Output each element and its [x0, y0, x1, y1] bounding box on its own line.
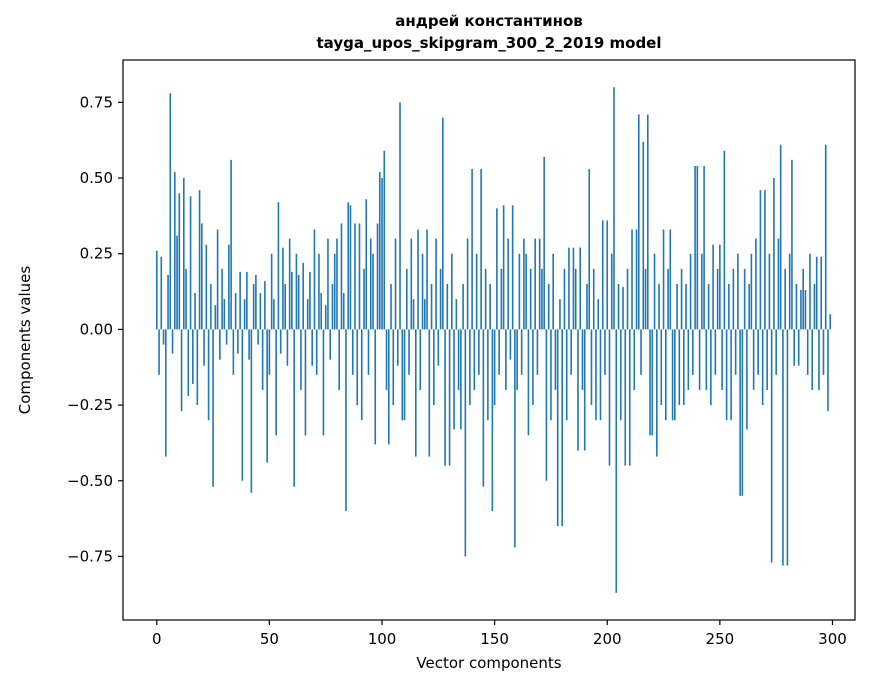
- plot-area-border: [122, 59, 856, 621]
- x-tick-label: 100: [368, 630, 397, 648]
- y-tick-label: −0.75: [67, 547, 113, 565]
- y-tick-label: 0.25: [80, 245, 113, 263]
- x-tick-label: 50: [260, 630, 279, 648]
- y-ticks-group: 0.75 0.50 0.25 0.00 −0.25 −0.50 −0.75: [67, 93, 123, 565]
- x-tick-label: 200: [593, 630, 622, 648]
- x-tick-label: 0: [152, 630, 162, 648]
- x-ticks-group: 0 50 100 150 200 250 300: [152, 620, 847, 648]
- y-tick-label: −0.25: [67, 396, 113, 414]
- chart-title-line1: андрей константинов: [395, 12, 583, 30]
- y-tick-label: 0.50: [80, 169, 113, 187]
- y-axis-label: Components values: [16, 266, 34, 415]
- chart-title-line2: tayga_upos_skipgram_300_2_2019 model: [317, 34, 662, 52]
- x-axis-label: Vector components: [416, 654, 561, 672]
- y-tick-label: 0.00: [80, 320, 113, 338]
- x-tick-label: 150: [480, 630, 509, 648]
- y-tick-label: −0.50: [67, 472, 113, 490]
- x-tick-label: 250: [706, 630, 735, 648]
- y-tick-label: 0.75: [80, 93, 113, 111]
- bars-group: [155, 87, 832, 593]
- x-tick-label: 300: [818, 630, 847, 648]
